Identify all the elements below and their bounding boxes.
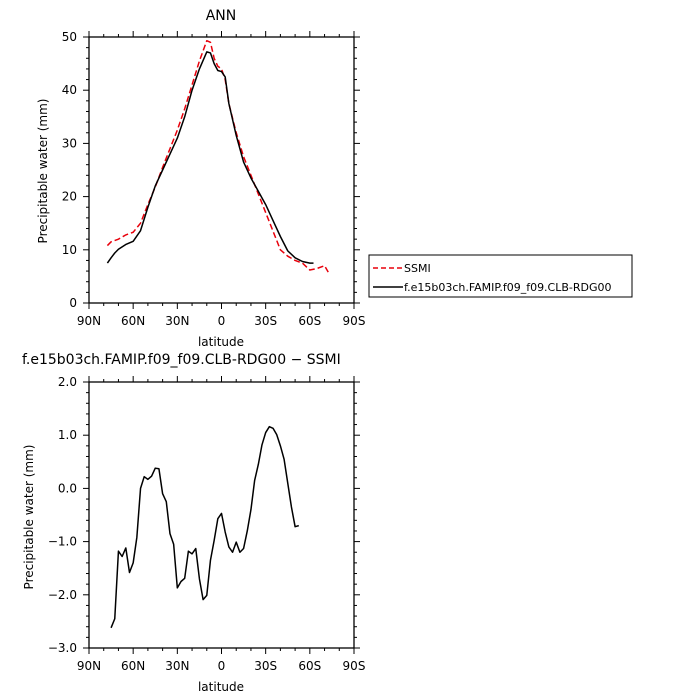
bottom-chart-ylabel: Precipitable water (mm) <box>22 445 36 590</box>
top-chart-ytick-label: 30 <box>62 136 77 150</box>
bottom-chart-xtick-label: 60S <box>298 659 321 673</box>
top-chart-xtick-label: 90S <box>343 314 366 328</box>
bottom-chart-xtick-label: 30S <box>254 659 277 673</box>
top-chart-series-line-b <box>106 51 314 264</box>
bottom-chart-ytick-label: 1.0 <box>58 428 77 442</box>
bottom-chart-ytick-label: 2.0 <box>58 375 77 389</box>
top-chart-tick-labels: 90N 60N 30N 0 30S 60S 90S 0 10 20 30 40 50 <box>62 30 366 328</box>
bottom-chart-ytick-label: −3.0 <box>48 641 77 655</box>
bottom-chart-ytick-label: −1.0 <box>48 535 77 549</box>
legend: SSMI f.e15b03ch.FAMIP.f09_f09.CLB-RDG00 <box>368 254 633 298</box>
legend-box <box>368 254 633 298</box>
bottom-chart-xtick-label: 90S <box>343 659 366 673</box>
bottom-chart-xtick-label: 60N <box>121 659 145 673</box>
top-chart-xtick-label: 90N <box>77 314 101 328</box>
top-chart-xtick-label: 60N <box>121 314 145 328</box>
top-chart-axes <box>83 31 360 309</box>
bottom-chart-xlabel: latitude <box>198 680 244 694</box>
top-chart-ytick-label: 10 <box>62 243 77 257</box>
top-chart-ytick-label: 20 <box>62 190 77 204</box>
bottom-chart-tick-labels: 90N 60N 30N 0 30S 60S 90S −3.0 −2.0 −1.0 0.0 1.0 2.0 <box>48 375 366 673</box>
bottom-chart-xtick-label: 90N <box>77 659 101 673</box>
top-chart-series-line-a <box>106 39 329 273</box>
bottom-chart-xtick-label: 30N <box>165 659 189 673</box>
bottom-chart-series-group <box>110 425 299 629</box>
bottom-chart-series-line-a <box>110 425 299 629</box>
legend-label-model: f.e15b03ch.FAMIP.f09_f09.CLB-RDG00 <box>404 281 612 294</box>
bottom-chart-ytick-label: 0.0 <box>58 481 77 495</box>
top-chart-ytick-label: 0 <box>69 296 77 310</box>
bottom-chart-axes <box>83 376 360 654</box>
top-chart-title: ANN <box>206 8 237 24</box>
top-chart-xtick-label: 60S <box>298 314 321 328</box>
top-chart-xtick-label: 30S <box>254 314 277 328</box>
legend-label-ssmi: SSMI <box>404 262 431 275</box>
top-chart-xtick-label: 0 <box>218 314 226 328</box>
bottom-chart-title: f.e15b03ch.FAMIP.f09_f09.CLB-RDG00 − SSM… <box>22 352 341 368</box>
top-chart-ytick-label: 50 <box>62 30 77 44</box>
top-chart-series-group <box>106 39 329 273</box>
top-chart-ytick-label: 40 <box>62 83 77 97</box>
top-chart-ylabel: Precipitable water (mm) <box>36 99 50 244</box>
bottom-chart: f.e15b03ch.FAMIP.f09_f09.CLB-RDG00 − SSM… <box>22 352 365 694</box>
top-chart-xlabel: latitude <box>198 335 244 349</box>
bottom-chart-ytick-label: −2.0 <box>48 588 77 602</box>
top-chart-frame <box>88 36 355 304</box>
top-chart-xtick-label: 30N <box>165 314 189 328</box>
bottom-chart-xtick-label: 0 <box>218 659 226 673</box>
top-chart: ANN Precipitable water (mm) latitude 90N… <box>36 8 365 349</box>
